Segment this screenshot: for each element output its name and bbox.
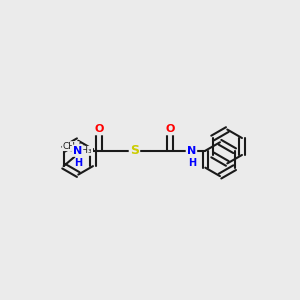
Text: O: O — [165, 124, 175, 134]
Text: CH₃: CH₃ — [76, 146, 93, 155]
Text: N: N — [73, 146, 82, 156]
Text: H: H — [188, 158, 196, 168]
Text: N: N — [187, 146, 196, 156]
Text: CH₃: CH₃ — [62, 142, 79, 151]
Text: O: O — [94, 124, 104, 134]
Text: S: S — [130, 144, 139, 157]
Text: H: H — [74, 158, 82, 168]
